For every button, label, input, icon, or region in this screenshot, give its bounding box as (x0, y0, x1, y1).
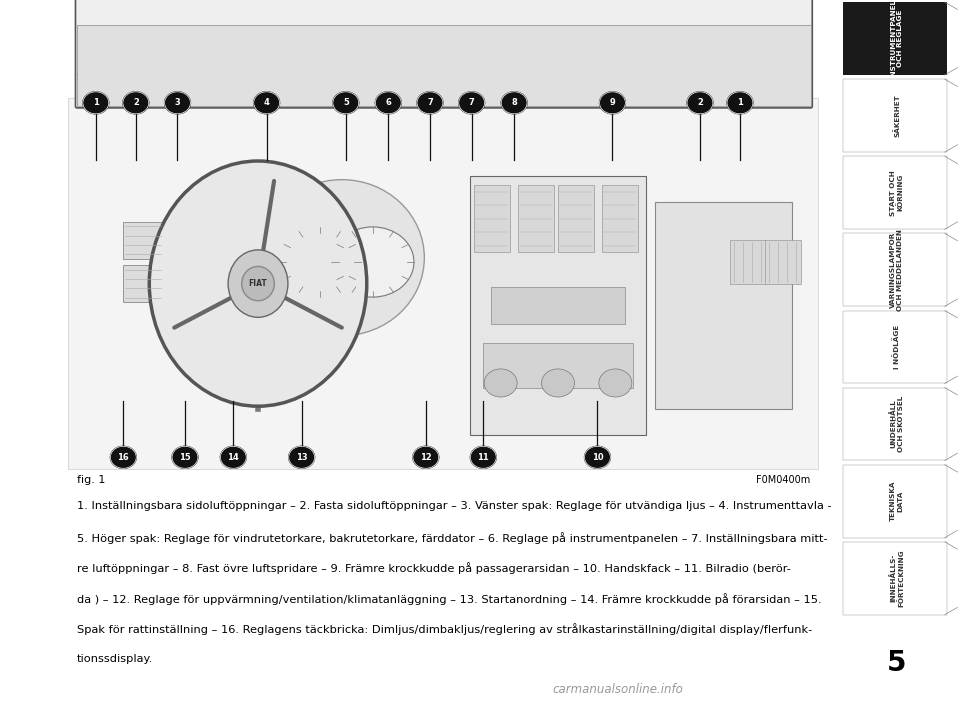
Circle shape (110, 447, 136, 469)
Bar (844, 157, 948, 229)
Bar (491, 286, 626, 324)
Bar (844, 465, 948, 537)
Text: F0M0400m: F0M0400m (756, 475, 810, 485)
Ellipse shape (259, 179, 424, 335)
Text: 8: 8 (512, 99, 517, 107)
Text: FIAT: FIAT (249, 279, 268, 288)
Bar (123, 222, 164, 259)
Circle shape (289, 447, 315, 469)
Bar (602, 185, 637, 252)
Circle shape (375, 92, 401, 114)
Ellipse shape (228, 250, 288, 318)
Text: 15: 15 (180, 453, 191, 462)
Circle shape (459, 92, 485, 114)
Text: SÄKERHET: SÄKERHET (893, 94, 900, 137)
Bar (765, 240, 801, 284)
Ellipse shape (149, 161, 367, 406)
Text: 16: 16 (117, 453, 130, 462)
Circle shape (331, 227, 414, 297)
Text: 11: 11 (477, 453, 490, 462)
Text: 9: 9 (610, 99, 615, 107)
Circle shape (413, 447, 439, 469)
Circle shape (484, 369, 517, 397)
Circle shape (501, 92, 527, 114)
Text: 4: 4 (264, 99, 270, 107)
Circle shape (687, 92, 713, 114)
Circle shape (585, 447, 611, 469)
Text: I NÖDLÄGE: I NÖDLÄGE (893, 325, 900, 369)
Ellipse shape (242, 267, 275, 301)
Bar (844, 2, 948, 75)
Text: 14: 14 (228, 453, 239, 462)
Text: fig. 1: fig. 1 (77, 475, 105, 485)
Text: da ) – 12. Reglage för uppvärmning/ventilation/klimatanläggning – 13. Startanord: da ) – 12. Reglage för uppvärmning/venti… (77, 593, 822, 605)
Text: 2: 2 (697, 99, 703, 107)
Text: Spak för rattinställning – 16. Reglagens täckbricka: Dimljus/dimbakljus/reglerin: Spak för rattinställning – 16. Reglagens… (77, 623, 812, 635)
Circle shape (123, 92, 149, 114)
Text: 7: 7 (427, 99, 433, 107)
Text: 13: 13 (296, 453, 307, 462)
Circle shape (541, 369, 574, 397)
Text: INSTRUMENTPANEL
OCH REGLAGE: INSTRUMENTPANEL OCH REGLAGE (890, 0, 903, 78)
Text: 2: 2 (132, 99, 139, 107)
Text: 5. Höger spak: Reglage för vindrutetorkare, bakrutetorkare, färddator – 6. Regla: 5. Höger spak: Reglage för vindrutetorka… (77, 532, 828, 544)
Text: 5: 5 (887, 649, 906, 677)
Circle shape (164, 92, 190, 114)
Text: 10: 10 (591, 453, 603, 462)
Text: VARNINGSLAMPOR
OCH MEDDELANDEN: VARNINGSLAMPOR OCH MEDDELANDEN (890, 229, 903, 311)
Circle shape (333, 92, 359, 114)
Bar (844, 233, 948, 306)
Text: 3: 3 (175, 99, 180, 107)
Circle shape (600, 92, 625, 114)
Text: TEKNISKA
DATA: TEKNISKA DATA (890, 481, 903, 521)
Bar (77, 25, 810, 106)
Text: 12: 12 (420, 453, 432, 462)
Bar (844, 388, 948, 461)
Circle shape (417, 92, 443, 114)
Bar (844, 79, 948, 152)
Text: 1. Inställningsbara sidoluftöppningar – 2. Fasta sidoluftöppningar – 3. Vänster : 1. Inställningsbara sidoluftöppningar – … (77, 501, 831, 511)
Circle shape (172, 447, 198, 469)
Text: 1: 1 (737, 99, 743, 107)
Text: 7: 7 (468, 99, 474, 107)
Text: 5: 5 (343, 99, 348, 107)
Text: 1: 1 (93, 99, 99, 107)
Text: re luftöppningar – 8. Fast övre luftspridare – 9. Främre krockkudde på passagera: re luftöppningar – 8. Fast övre luftspri… (77, 562, 790, 574)
Circle shape (278, 227, 361, 297)
Circle shape (253, 92, 279, 114)
Bar (68, 98, 818, 469)
Bar (558, 185, 593, 252)
Text: INSTRUMENTPANEL: INSTRUMENTPANEL (77, 34, 304, 54)
Bar (844, 311, 948, 384)
Circle shape (221, 447, 246, 469)
Circle shape (83, 92, 108, 114)
Bar (123, 265, 164, 302)
Text: 6: 6 (385, 99, 392, 107)
Circle shape (470, 447, 496, 469)
Circle shape (727, 92, 753, 114)
FancyBboxPatch shape (76, 0, 812, 108)
Text: START OCH
KÖRNING: START OCH KÖRNING (890, 170, 903, 216)
Text: tionssdisplay.: tionssdisplay. (77, 654, 153, 664)
Bar (655, 201, 792, 409)
Text: UNDERHÅLL
OCH SKÖTSEL: UNDERHÅLL OCH SKÖTSEL (889, 396, 904, 452)
Text: Vilka kontroller, instrument och indikatorer som ingår och var de sitter kan var: Vilka kontroller, instrument och indikat… (77, 72, 697, 86)
Text: carmanualsonline.info: carmanualsonline.info (552, 683, 684, 696)
Bar (469, 176, 646, 435)
Bar (518, 185, 554, 252)
Bar (730, 240, 766, 284)
Circle shape (599, 369, 632, 397)
Text: INNEHÅLLS-
FÖRTECKNING: INNEHÅLLS- FÖRTECKNING (889, 549, 904, 607)
Bar (483, 343, 633, 388)
Bar (844, 542, 948, 615)
Bar (474, 185, 510, 252)
